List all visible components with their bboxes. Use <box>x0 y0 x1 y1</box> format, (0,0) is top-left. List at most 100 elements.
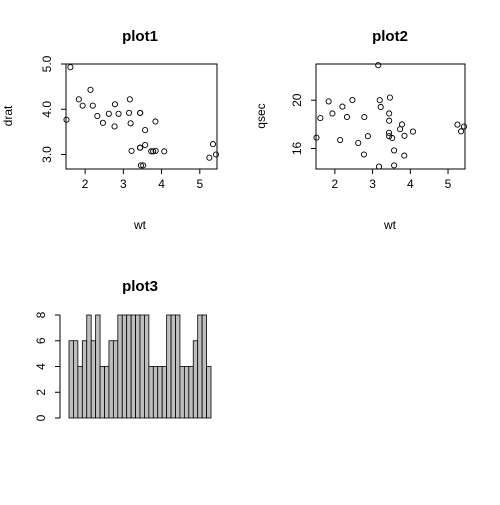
bar <box>179 366 185 419</box>
bar <box>117 314 123 419</box>
data-point <box>111 123 118 130</box>
y-tick-label: 16 <box>290 141 304 155</box>
data-point <box>142 127 149 134</box>
bar <box>152 366 159 419</box>
data-point <box>391 162 398 169</box>
data-point <box>126 109 133 116</box>
bar <box>104 366 110 419</box>
data-point <box>386 110 393 117</box>
y-tick-label: 5.0 <box>40 55 54 72</box>
data-points <box>63 64 220 169</box>
data-point <box>385 129 393 136</box>
bar <box>197 314 203 419</box>
data-point <box>94 112 101 120</box>
y-tick-label: 20 <box>290 93 304 107</box>
data-point <box>360 151 367 158</box>
data-point <box>386 94 393 101</box>
plot1-panel: plot1 2 3 4 5 3.0 4.0 5.0 wt drat <box>1 28 220 232</box>
data-point <box>127 120 134 127</box>
data-point <box>361 114 368 121</box>
y-axis-label: qsec <box>254 103 268 128</box>
data-point <box>137 109 144 116</box>
data-point <box>386 117 393 124</box>
bar <box>201 314 207 419</box>
bar <box>157 366 163 419</box>
data-point <box>398 121 406 128</box>
bar <box>130 314 136 419</box>
x-tick-label: 2 <box>82 177 89 191</box>
bar <box>99 366 105 419</box>
x-axis: 2 3 4 5 <box>82 169 203 191</box>
bar <box>148 366 154 419</box>
bar <box>166 314 172 419</box>
data-point <box>391 147 398 154</box>
y-tick-label: 4 <box>34 363 48 370</box>
y-tick-label: 6 <box>34 337 48 344</box>
data-point <box>375 62 382 69</box>
data-point <box>339 103 346 110</box>
y-axis-label: drat <box>1 105 15 126</box>
data-point <box>409 128 416 135</box>
bar <box>121 314 128 419</box>
data-point <box>79 102 86 109</box>
data-point <box>401 152 408 159</box>
data-point <box>150 148 157 155</box>
data-point <box>67 64 74 71</box>
bar <box>108 340 114 419</box>
data-point <box>386 133 393 140</box>
data-point <box>161 148 168 155</box>
data-point <box>89 102 96 109</box>
plot-box <box>315 63 466 170</box>
data-point <box>148 148 155 155</box>
data-point <box>212 151 220 158</box>
bar <box>161 366 168 419</box>
data-point <box>329 110 336 117</box>
x-tick-label: 2 <box>332 177 339 191</box>
data-point <box>337 136 344 144</box>
data-point <box>137 162 144 169</box>
x-tick-label: 5 <box>196 177 203 191</box>
data-point <box>111 101 118 108</box>
data-point <box>349 97 356 104</box>
bar <box>73 340 79 419</box>
y-tick-label: 4.0 <box>40 101 54 118</box>
bar <box>135 314 141 419</box>
y-tick-label: 8 <box>34 311 48 318</box>
plot-title: plot3 <box>122 278 158 295</box>
data-points <box>313 62 468 170</box>
data-point <box>317 115 324 122</box>
x-axis: 2 3 4 5 <box>332 169 452 191</box>
plot-title: plot1 <box>122 28 158 45</box>
plot-box <box>65 63 218 170</box>
data-point <box>375 163 383 170</box>
data-point <box>313 134 320 141</box>
data-point <box>128 147 135 154</box>
bar <box>126 314 132 419</box>
data-point <box>105 110 112 117</box>
data-point <box>460 123 468 130</box>
x-axis-label: wt <box>133 218 147 232</box>
bar <box>86 314 92 419</box>
data-point <box>325 98 332 105</box>
data-point <box>75 96 82 103</box>
data-point <box>209 141 217 148</box>
data-point <box>364 133 371 140</box>
bar <box>170 314 176 419</box>
data-point <box>152 147 159 154</box>
data-point <box>140 162 147 169</box>
bar <box>112 340 119 419</box>
bar <box>68 340 74 419</box>
data-point <box>99 119 106 126</box>
data-point <box>87 86 94 93</box>
x-tick-label: 4 <box>158 177 165 191</box>
bar <box>183 366 190 419</box>
plot-title: plot2 <box>372 28 408 45</box>
data-point <box>389 134 396 142</box>
data-point <box>63 116 70 123</box>
bar <box>206 366 212 419</box>
y-axis: 0 2 4 6 8 <box>34 311 61 421</box>
y-tick-label: 3.0 <box>40 146 54 163</box>
data-point <box>115 110 122 117</box>
